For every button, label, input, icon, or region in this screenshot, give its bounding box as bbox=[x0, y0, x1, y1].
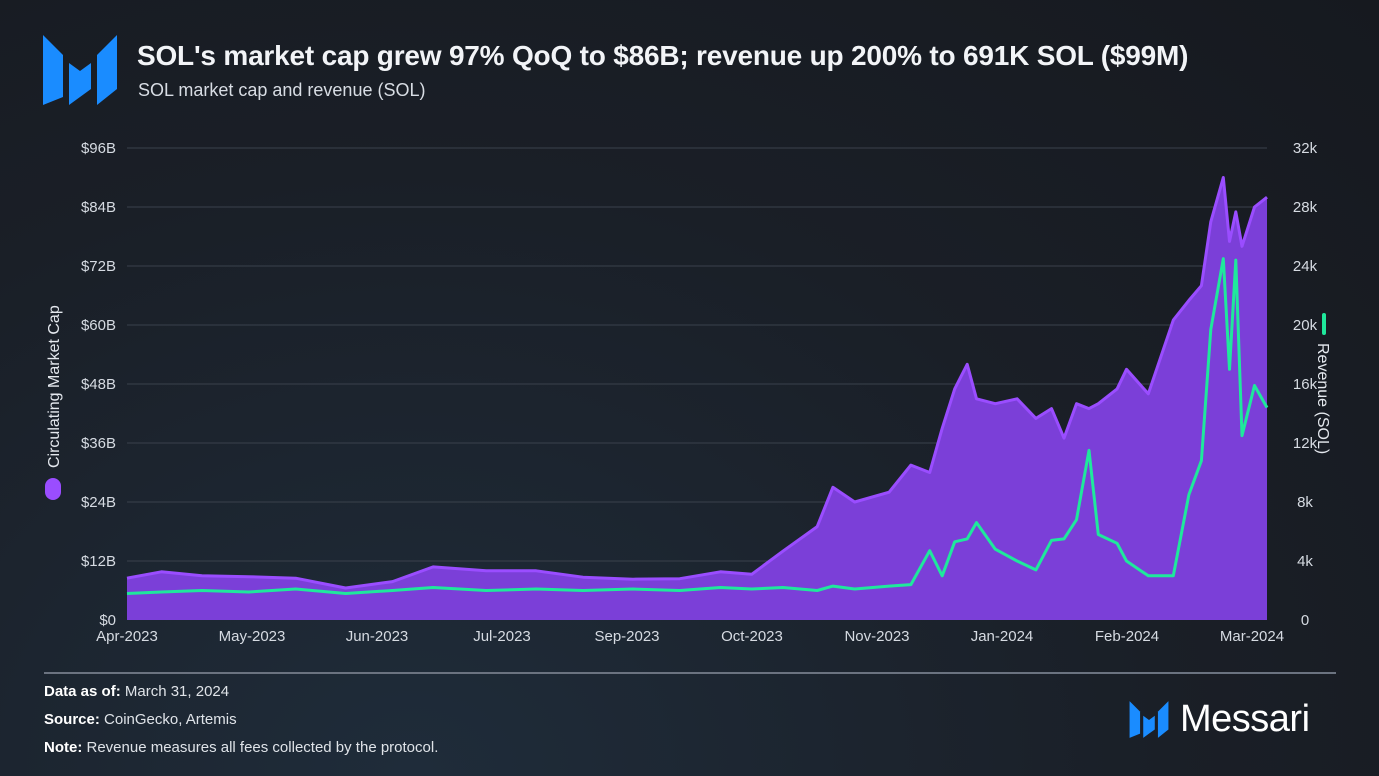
revenue-line bbox=[126, 257, 1269, 595]
y-left-tick-label: $72B bbox=[81, 258, 116, 275]
y-left-tick-label: $0 bbox=[99, 612, 116, 629]
y-right-axis-title: Revenue (SOL) bbox=[1314, 343, 1331, 454]
note-value: Revenue measures all fees collected by t… bbox=[86, 739, 439, 756]
x-tick-label: Mar-2024 bbox=[1220, 628, 1284, 645]
y-left-tick-label: $60B bbox=[81, 317, 116, 334]
y-right-tick-label: 12k bbox=[1293, 435, 1318, 452]
y-right-tick-label: 4k bbox=[1297, 553, 1313, 570]
source-label: Source: bbox=[44, 711, 100, 728]
y-left-tick-label: $12B bbox=[81, 553, 116, 570]
market-cap-area bbox=[127, 177, 1267, 620]
y-left-tick-label: $96B bbox=[81, 140, 116, 157]
x-tick-label: May-2023 bbox=[219, 628, 286, 645]
y-left-tick-label: $24B bbox=[81, 494, 116, 511]
y-right-tick-label: 32k bbox=[1293, 140, 1318, 157]
x-tick-label: Feb-2024 bbox=[1095, 628, 1159, 645]
y-right-tick-label: 28k bbox=[1293, 199, 1318, 216]
y-left-tick-label: $36B bbox=[81, 435, 116, 452]
chart-subtitle: SOL market cap and revenue (SOL) bbox=[138, 80, 426, 100]
x-tick-label: Oct-2023 bbox=[721, 628, 783, 645]
y-right-tick-label: 16k bbox=[1293, 376, 1318, 393]
messari-logo-icon bbox=[1129, 700, 1169, 738]
y-right-tick-label: 0 bbox=[1301, 612, 1309, 629]
data-as-of-value: March 31, 2024 bbox=[124, 683, 230, 700]
note: Note: Revenue measures all fees collecte… bbox=[44, 739, 438, 756]
x-tick-label: Apr-2023 bbox=[96, 628, 158, 645]
x-tick-label: Nov-2023 bbox=[844, 628, 909, 645]
y-left-axis-title: Circulating Market Cap bbox=[46, 305, 63, 468]
messari-logo-icon bbox=[43, 35, 117, 105]
revenue-legend-marker bbox=[1322, 313, 1326, 335]
note-label: Note: bbox=[44, 739, 83, 756]
y-right-tick-label: 8k bbox=[1297, 494, 1313, 511]
footer-divider bbox=[44, 672, 1336, 674]
source: Source: CoinGecko, Artemis bbox=[44, 711, 237, 728]
data-as-of: Data as of: March 31, 2024 bbox=[44, 683, 229, 700]
messari-brand: Messari bbox=[1128, 698, 1310, 741]
brand-name: Messari bbox=[1180, 698, 1310, 740]
chart-title: SOL's market cap grew 97% QoQ to $86B; r… bbox=[137, 40, 1189, 71]
x-tick-label: Jan-2024 bbox=[971, 628, 1034, 645]
market-cap-line bbox=[126, 176, 1268, 590]
x-tick-label: Jul-2023 bbox=[473, 628, 531, 645]
data-as-of-label: Data as of: bbox=[44, 683, 121, 700]
y-right-tick-label: 24k bbox=[1293, 258, 1318, 275]
y-left-tick-label: $48B bbox=[81, 376, 116, 393]
market-cap-legend-marker bbox=[45, 478, 61, 500]
source-value: CoinGecko, Artemis bbox=[104, 711, 237, 728]
x-tick-label: Jun-2023 bbox=[346, 628, 409, 645]
y-right-tick-label: 20k bbox=[1293, 317, 1318, 334]
x-tick-label: Sep-2023 bbox=[594, 628, 659, 645]
y-left-tick-label: $84B bbox=[81, 199, 116, 216]
